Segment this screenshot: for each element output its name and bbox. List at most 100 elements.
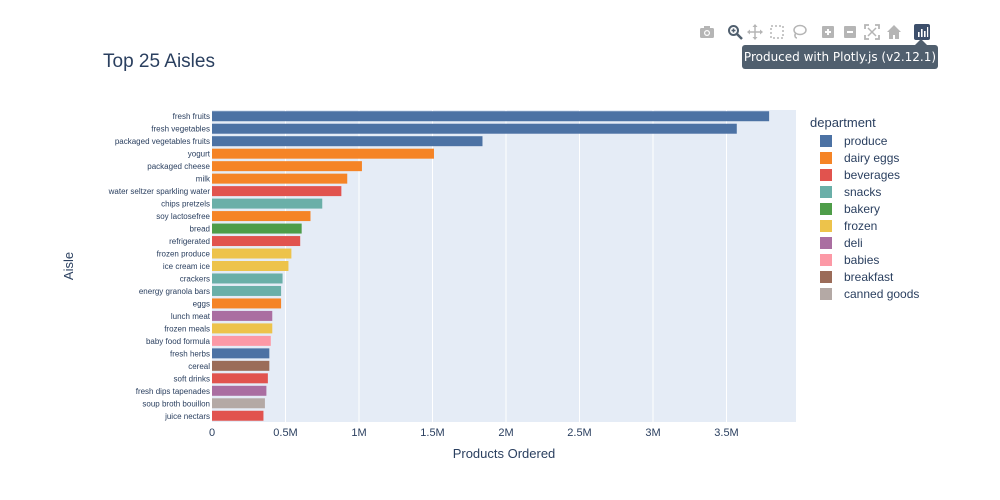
- bar[interactable]: [212, 273, 283, 284]
- bar[interactable]: [212, 111, 770, 122]
- x-tick-label: 3.5M: [714, 427, 738, 439]
- bar[interactable]: [212, 198, 323, 209]
- legend-swatch: [820, 220, 832, 232]
- legend-item[interactable]: produce: [820, 134, 888, 148]
- box-select-icon[interactable]: [767, 22, 787, 42]
- legend-swatch: [820, 135, 832, 147]
- y-tick-label: eggs: [193, 299, 210, 308]
- legend-label: canned goods: [844, 287, 919, 301]
- legend-item[interactable]: snacks: [820, 185, 881, 199]
- bar[interactable]: [212, 148, 434, 159]
- y-tick-label: fresh vegetables: [151, 125, 210, 134]
- bar[interactable]: [212, 398, 265, 409]
- legend-swatch: [820, 169, 832, 181]
- y-tick-label: fresh dips tapenades: [136, 387, 210, 396]
- y-tick-label: packaged cheese: [147, 162, 210, 171]
- bars: [212, 111, 770, 421]
- bar[interactable]: [212, 161, 362, 172]
- y-tick-label: packaged vegetables fruits: [115, 137, 210, 146]
- bar[interactable]: [212, 123, 737, 134]
- legend-label: dairy eggs: [844, 151, 899, 165]
- lasso-select-icon[interactable]: [789, 22, 809, 42]
- zoom-icon[interactable]: [725, 22, 745, 42]
- bar[interactable]: [212, 335, 271, 346]
- legend-swatch: [820, 152, 832, 164]
- y-tick-label: frozen produce: [157, 250, 211, 259]
- bar[interactable]: [212, 373, 268, 384]
- bar[interactable]: [212, 310, 273, 321]
- bar[interactable]: [212, 410, 264, 421]
- y-axis-title: Aisle: [61, 252, 76, 280]
- legend-label: frozen: [844, 219, 877, 233]
- y-tick-label: frozen meals: [164, 324, 210, 333]
- legend-item[interactable]: canned goods: [820, 287, 919, 301]
- y-tick-label: soy lactosefree: [156, 212, 210, 221]
- y-tick-label: yogurt: [188, 150, 211, 159]
- bar[interactable]: [212, 211, 311, 222]
- legend-swatch: [820, 254, 832, 266]
- bar[interactable]: [212, 248, 292, 259]
- bar[interactable]: [212, 223, 302, 234]
- legend-swatch: [820, 203, 832, 215]
- y-tick-label: bread: [190, 225, 210, 234]
- y-tick-label: energy granola bars: [139, 287, 210, 296]
- legend-label: breakfast: [844, 270, 894, 284]
- legend-title: department: [810, 115, 876, 130]
- y-tick-label: lunch meat: [171, 312, 211, 321]
- legend-swatch: [820, 288, 832, 300]
- x-tick-label: 2.5M: [567, 427, 591, 439]
- y-tick-label: water seltzer sparkling water: [108, 187, 211, 196]
- autoscale-icon[interactable]: [862, 22, 882, 42]
- zoom-in-icon[interactable]: [818, 22, 838, 42]
- bar[interactable]: [212, 385, 267, 396]
- bar[interactable]: [212, 360, 270, 371]
- legend-item[interactable]: bakery: [820, 202, 880, 216]
- y-tick-label: crackers: [180, 274, 210, 283]
- legend-label: beverages: [844, 168, 900, 182]
- bar[interactable]: [212, 236, 301, 247]
- y-tick-label: cereal: [188, 362, 210, 371]
- bar[interactable]: [212, 261, 289, 271]
- chart-title: Top 25 Aisles: [103, 51, 215, 72]
- legend-item[interactable]: dairy eggs: [820, 151, 899, 165]
- legend-item[interactable]: breakfast: [820, 270, 894, 284]
- bar[interactable]: [212, 173, 348, 184]
- y-tick-label: juice nectars: [164, 412, 210, 421]
- legend-label: babies: [844, 253, 879, 267]
- y-tick-label: refrigerated: [169, 237, 210, 246]
- y-tick-label: soft drinks: [174, 374, 210, 383]
- legend-label: bakery: [844, 202, 880, 216]
- bar[interactable]: [212, 186, 342, 197]
- y-tick-labels: fresh fruits fresh vegetables packaged veg…: [108, 112, 211, 421]
- x-tick-label: 1M: [351, 427, 366, 439]
- x-tick-label: 1.5M: [420, 427, 444, 439]
- camera-icon[interactable]: [697, 22, 717, 42]
- legend-item[interactable]: deli: [820, 236, 863, 250]
- bar[interactable]: [212, 323, 273, 334]
- home-icon[interactable]: [884, 22, 904, 42]
- x-axis-title: Products Ordered: [453, 446, 556, 461]
- bar[interactable]: [212, 348, 270, 359]
- legend-label: produce: [844, 134, 888, 148]
- y-tick-label: chips pretzels: [161, 200, 210, 209]
- y-tick-label: ice cream ice: [163, 262, 211, 271]
- pan-icon[interactable]: [745, 22, 765, 42]
- zoom-out-icon[interactable]: [840, 22, 860, 42]
- legend-item[interactable]: babies: [820, 253, 879, 267]
- x-tick-label: 0.5M: [273, 427, 297, 439]
- x-tick-label: 2M: [498, 427, 513, 439]
- bar[interactable]: [212, 285, 282, 296]
- legend-item[interactable]: beverages: [820, 168, 900, 182]
- legend-item[interactable]: frozen: [820, 219, 877, 233]
- bar[interactable]: [212, 298, 282, 309]
- x-tick-label: 0: [209, 427, 215, 439]
- modebar-tooltip: Produced with Plotly.js (v2.12.1): [742, 45, 938, 69]
- x-tick-label: 3M: [645, 427, 660, 439]
- y-tick-label: fresh herbs: [170, 349, 210, 358]
- plotly-logo-icon[interactable]: [912, 22, 932, 42]
- legend-swatch: [820, 186, 832, 198]
- y-tick-label: milk: [196, 175, 211, 184]
- y-tick-label: fresh fruits: [173, 112, 210, 121]
- bar[interactable]: [212, 136, 483, 147]
